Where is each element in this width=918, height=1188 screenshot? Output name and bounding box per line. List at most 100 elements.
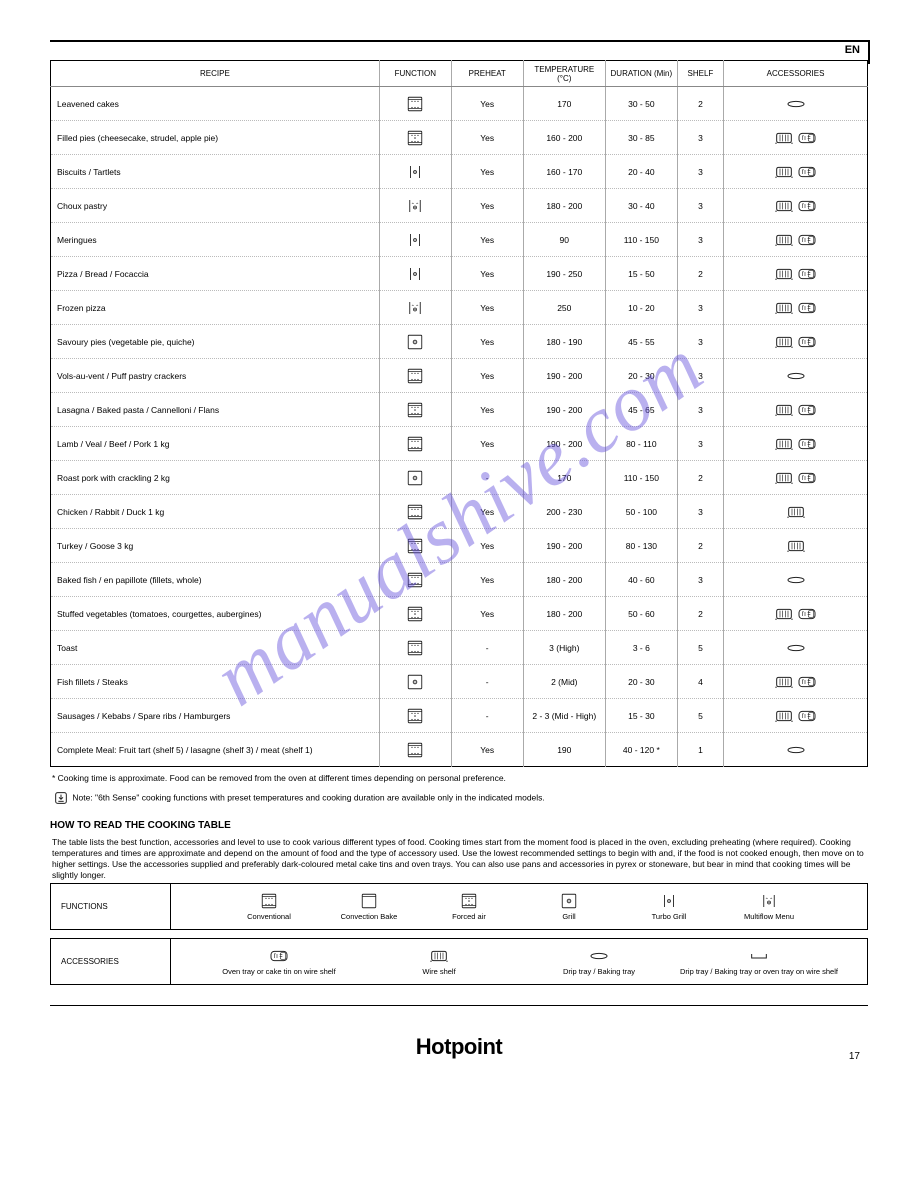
cell-shelf: 2 <box>677 87 723 121</box>
cell-temp: 170 <box>523 461 605 495</box>
table-row: Filled pies (cheesecake, strudel, apple … <box>51 121 868 155</box>
legend-acc-text: Drip tray / Baking tray <box>519 967 679 976</box>
rack-icon <box>786 503 806 521</box>
cell-preheat: Yes <box>451 87 523 121</box>
rack-icon <box>774 707 794 725</box>
table-row: MeringuesYes90110 - 1503 <box>51 223 868 257</box>
fan-full-icon <box>405 197 425 215</box>
table-row: Biscuits / TartletsYes160 - 17020 - 403 <box>51 155 868 189</box>
legend-functions-label: FUNCTIONS <box>51 884 171 930</box>
cell-duration: 110 - 150 <box>605 223 677 257</box>
rack-icon <box>774 333 794 351</box>
cell-accessories <box>724 461 868 495</box>
cell-temp: 190 <box>523 733 605 767</box>
rack-icon <box>774 265 794 283</box>
tray-icon <box>797 299 817 317</box>
table-row: Sausages / Kebabs / Spare ribs / Hamburg… <box>51 699 868 733</box>
cell-duration: 50 - 60 <box>605 597 677 631</box>
cell-preheat: Yes <box>451 733 523 767</box>
cell-function <box>379 495 451 529</box>
cell-accessories <box>724 359 868 393</box>
cell-recipe: Lasagna / Baked pasta / Cannelloni / Fla… <box>51 393 380 427</box>
legend-func-text: Turbo Grill <box>619 912 719 921</box>
footnote-icon-line: Note: "6th Sense" cooking functions with… <box>52 790 866 806</box>
cell-shelf: 3 <box>677 121 723 155</box>
cell-shelf: 3 <box>677 223 723 257</box>
fan-narrow-icon <box>659 892 679 910</box>
cell-temp: 2 (Mid) <box>523 665 605 699</box>
rack-icon <box>774 469 794 487</box>
cell-duration: 40 - 120 * <box>605 733 677 767</box>
cell-temp: 180 - 190 <box>523 325 605 359</box>
table-row: Fish fillets / Steaks-2 (Mid)20 - 304 <box>51 665 868 699</box>
cell-shelf: 1 <box>677 733 723 767</box>
cell-shelf: 3 <box>677 189 723 223</box>
howto-title: HOW TO READ THE COOKING TABLE <box>50 820 868 831</box>
cell-accessories <box>724 121 868 155</box>
cell-temp: 180 - 200 <box>523 189 605 223</box>
cell-function <box>379 665 451 699</box>
rack-icon <box>774 231 794 249</box>
cell-recipe: Chicken / Rabbit / Duck 1 kg <box>51 495 380 529</box>
cell-temp: 180 - 200 <box>523 563 605 597</box>
conv-fan-full-icon <box>405 605 425 623</box>
cell-temp: 190 - 200 <box>523 359 605 393</box>
legend-acc-text: Wire shelf <box>359 967 519 976</box>
oval-icon <box>786 95 806 113</box>
cell-duration: 110 - 150 <box>605 461 677 495</box>
cell-shelf: 3 <box>677 325 723 359</box>
cell-temp: 160 - 170 <box>523 155 605 189</box>
cell-function <box>379 223 451 257</box>
rack-icon <box>774 197 794 215</box>
cell-shelf: 3 <box>677 393 723 427</box>
fan-narrow-icon <box>405 163 425 181</box>
cell-duration: 15 - 50 <box>605 257 677 291</box>
legend-accessories-table: ACCESSORIES Oven tray or cake tin on wir… <box>50 938 868 985</box>
conv-fan-full-icon <box>405 401 425 419</box>
cell-preheat: Yes <box>451 121 523 155</box>
cell-recipe: Sausages / Kebabs / Spare ribs / Hamburg… <box>51 699 380 733</box>
brand-logo: Hotpoint <box>50 1034 868 1060</box>
table-row: Frozen pizzaYes25010 - 203 <box>51 291 868 325</box>
howto-text: The table lists the best function, acces… <box>52 837 866 881</box>
table-row: Leavened cakesYes17030 - 502 <box>51 87 868 121</box>
conv-icon <box>259 892 279 910</box>
conv-icon <box>405 95 425 113</box>
cell-preheat: Yes <box>451 257 523 291</box>
conv-icon <box>405 367 425 385</box>
cell-shelf: 3 <box>677 155 723 189</box>
cell-preheat: Yes <box>451 291 523 325</box>
cell-recipe: Choux pastry <box>51 189 380 223</box>
legend-acc-item: Drip tray / Baking tray <box>519 947 679 976</box>
cell-preheat: Yes <box>451 189 523 223</box>
cell-temp: 90 <box>523 223 605 257</box>
cell-function <box>379 733 451 767</box>
cell-accessories <box>724 393 868 427</box>
cell-recipe: Toast <box>51 631 380 665</box>
table-row: Pizza / Bread / FocacciaYes190 - 25015 -… <box>51 257 868 291</box>
cell-shelf: 5 <box>677 699 723 733</box>
table-row: Toast-3 (High)3 - 65 <box>51 631 868 665</box>
cell-preheat: Yes <box>451 529 523 563</box>
conv-icon <box>405 639 425 657</box>
cell-accessories <box>724 189 868 223</box>
cell-function <box>379 393 451 427</box>
cell-shelf: 2 <box>677 529 723 563</box>
conv-icon <box>405 435 425 453</box>
table-row: Stuffed vegetables (tomatoes, courgettes… <box>51 597 868 631</box>
legend-func-item: Convection Bake <box>319 892 419 921</box>
table-row: Lasagna / Baked pasta / Cannelloni / Fla… <box>51 393 868 427</box>
table-row: Vols-au-vent / Puff pastry crackersYes19… <box>51 359 868 393</box>
tray-icon <box>797 231 817 249</box>
cell-shelf: 3 <box>677 563 723 597</box>
oval-icon <box>786 639 806 657</box>
legend-func-text: Conventional <box>219 912 319 921</box>
cell-preheat: Yes <box>451 359 523 393</box>
cell-temp: 190 - 200 <box>523 529 605 563</box>
cell-function <box>379 189 451 223</box>
cell-shelf: 2 <box>677 597 723 631</box>
conv-fan-full-icon <box>459 892 479 910</box>
cell-recipe: Savoury pies (vegetable pie, quiche) <box>51 325 380 359</box>
cell-preheat: Yes <box>451 495 523 529</box>
cooking-table: RECIPE FUNCTION PREHEAT TEMPERATURE (°C)… <box>50 60 868 767</box>
